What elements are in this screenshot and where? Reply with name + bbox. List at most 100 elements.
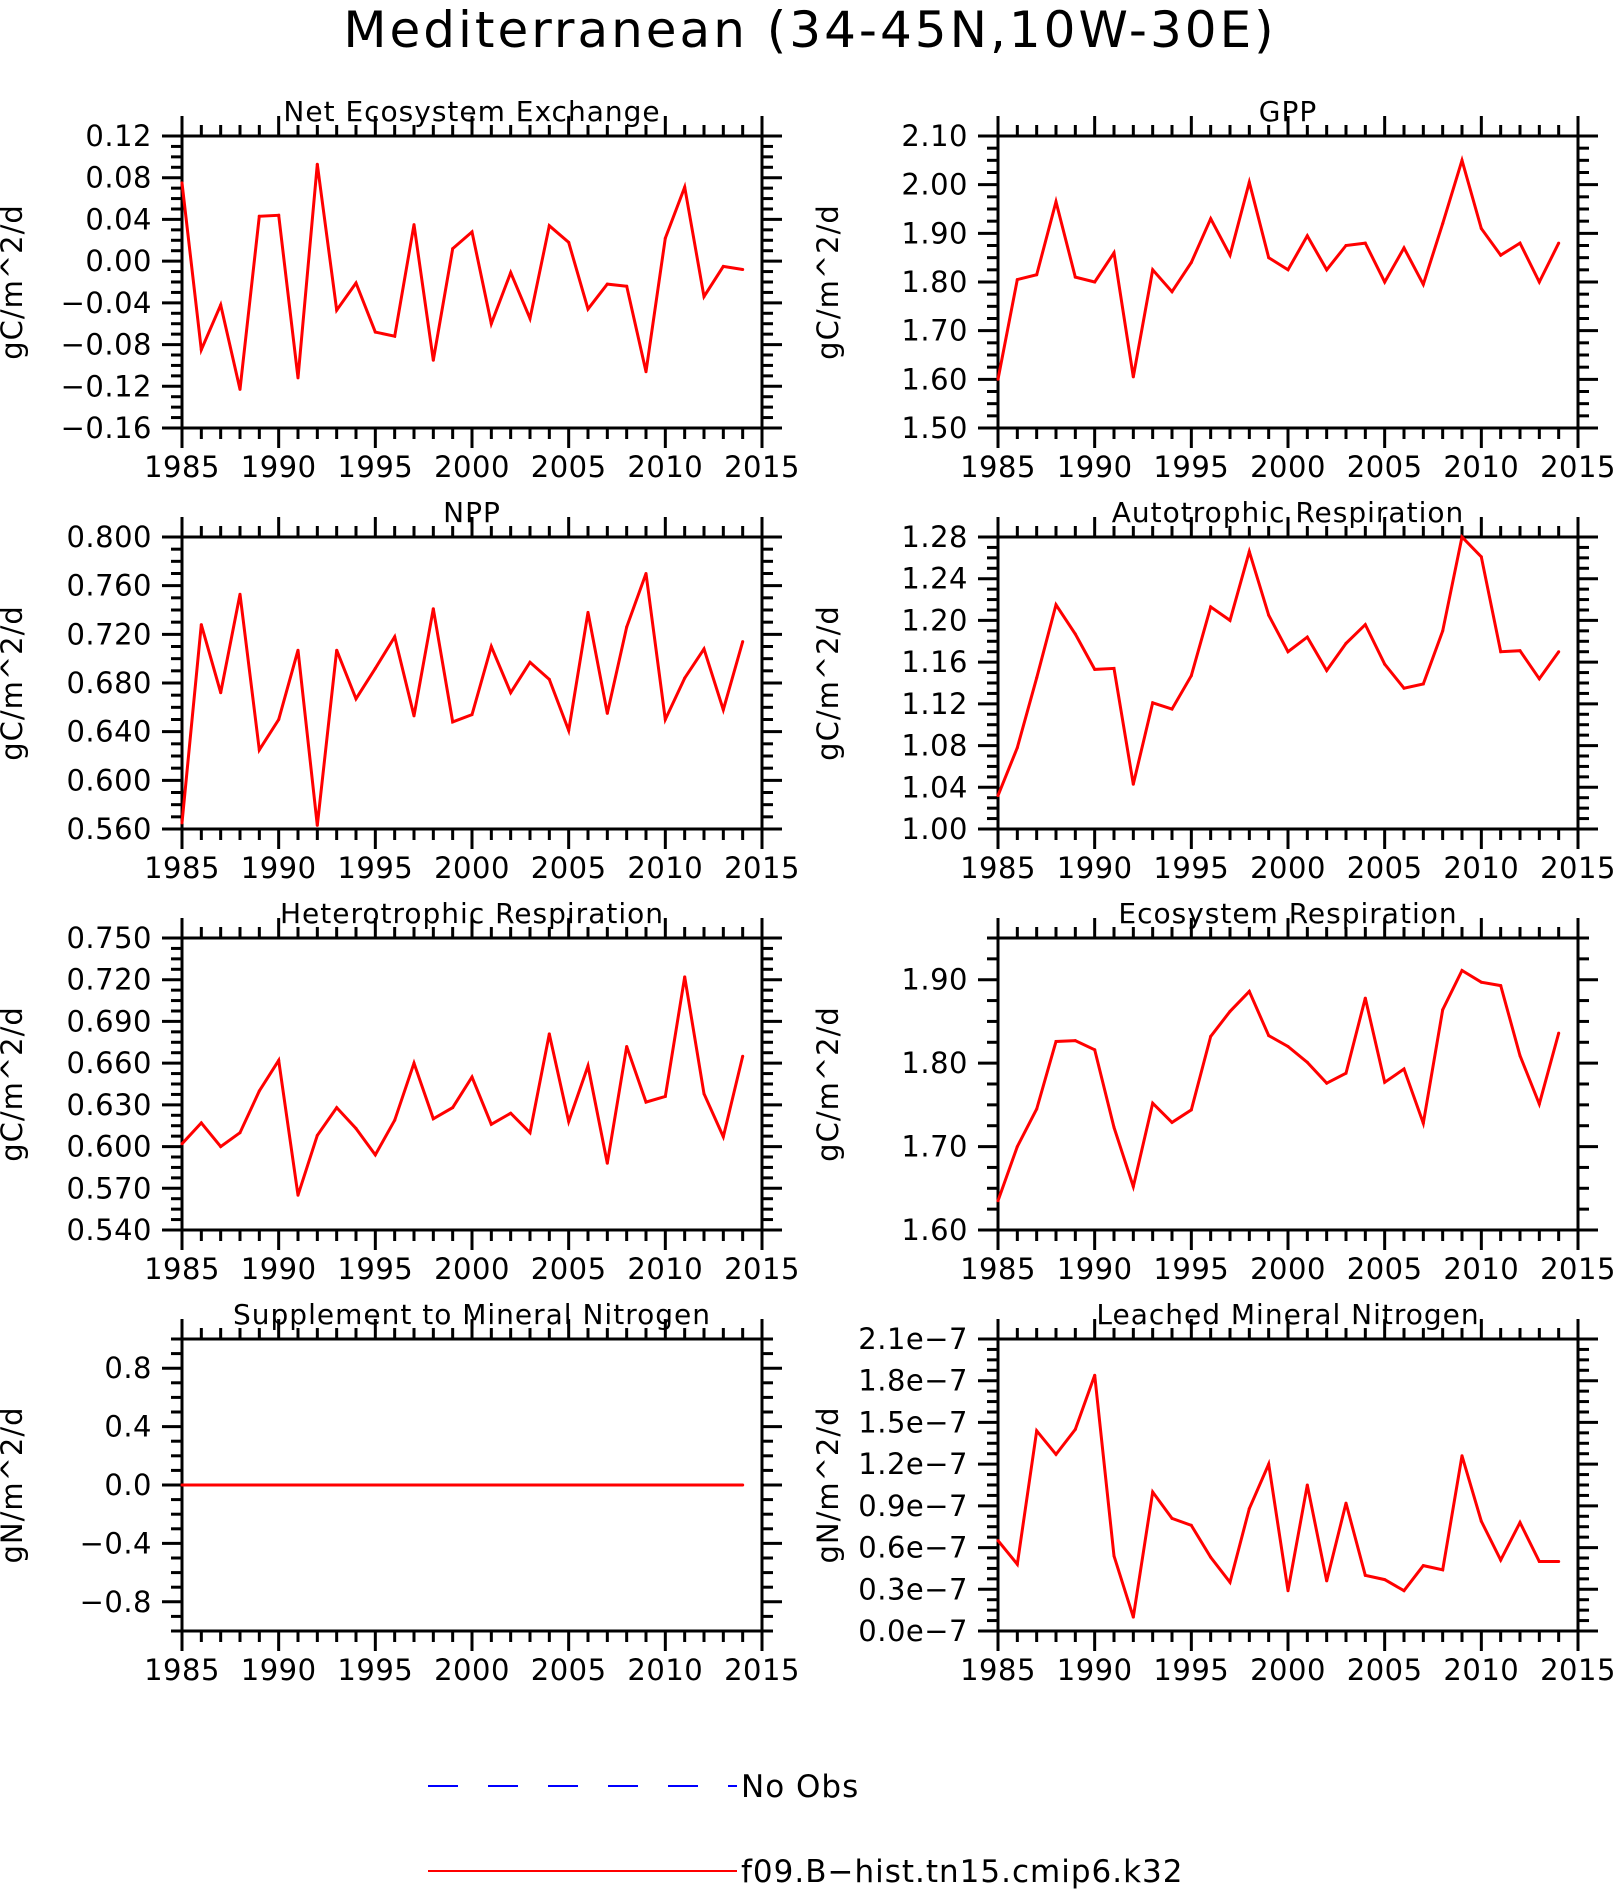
data-point	[1344, 1501, 1348, 1505]
x-tick-label: 1990	[1057, 450, 1133, 484]
data-point	[1228, 253, 1232, 257]
data-point	[683, 185, 687, 189]
data-point	[1093, 667, 1097, 671]
data-point	[315, 162, 319, 166]
data-point	[431, 358, 435, 362]
data-point	[1015, 1562, 1019, 1566]
data-point	[296, 376, 300, 380]
y-tick-label: 0.560	[66, 812, 152, 846]
data-point	[393, 1483, 397, 1487]
data-point	[412, 1061, 416, 1065]
data-point	[277, 1483, 281, 1487]
data-point	[238, 592, 242, 596]
data-point	[528, 1131, 532, 1135]
data-point	[489, 322, 493, 326]
data-point	[1537, 677, 1541, 681]
x-tick-label: 2015	[724, 1653, 800, 1687]
x-tick-label: 2015	[724, 851, 800, 885]
data-point	[1460, 1454, 1464, 1458]
x-tick-label: 1985	[144, 450, 220, 484]
y-tick-label: 1.8e−7	[858, 1364, 968, 1398]
y-tick-label: 1.70	[901, 314, 968, 348]
data-point	[741, 1054, 745, 1058]
x-tick-label: 2015	[1540, 851, 1616, 885]
data-point	[277, 718, 281, 721]
x-tick-label: 1990	[1057, 851, 1133, 885]
data-point	[238, 387, 242, 391]
data-point	[354, 281, 358, 285]
data-point	[1131, 1185, 1135, 1189]
x-tick-label: 2010	[1443, 450, 1519, 484]
x-tick-label: 2000	[1250, 851, 1326, 885]
data-point	[470, 713, 474, 717]
y-tick-label: 2.1e−7	[858, 1322, 968, 1356]
data-point	[354, 1127, 358, 1130]
x-tick-label: 1995	[337, 450, 413, 484]
data-point	[1228, 618, 1232, 622]
data-point	[1402, 686, 1406, 690]
data-point	[1093, 1373, 1097, 1377]
data-point	[315, 1133, 319, 1137]
y-tick-label: 1.60	[901, 1213, 968, 1247]
y-tick-label: 0.3e−7	[858, 1572, 968, 1606]
x-tick-label: 1995	[337, 851, 413, 885]
data-point	[1015, 1145, 1019, 1149]
y-tick-label: −0.16	[61, 411, 152, 445]
x-tick-label: 1985	[144, 1653, 220, 1687]
data-point	[605, 282, 609, 286]
data-point	[528, 660, 532, 664]
y-tick-label: 1.08	[901, 729, 968, 763]
data-point	[1383, 280, 1387, 284]
x-tick-label: 2015	[1540, 1653, 1616, 1687]
data-point	[1383, 1080, 1387, 1084]
data-point	[1209, 605, 1213, 609]
data-point	[489, 1483, 493, 1487]
data-point	[644, 1483, 648, 1487]
data-point	[1112, 1554, 1116, 1558]
data-point	[373, 1483, 377, 1487]
plot-frame	[180, 134, 764, 430]
x-tick-label: 1995	[1153, 851, 1229, 885]
y-tick-label: 0.540	[66, 1213, 152, 1247]
data-point	[1325, 669, 1329, 672]
data-point	[1305, 234, 1309, 238]
data-point	[683, 975, 687, 979]
data-point	[1363, 996, 1367, 1000]
y-tick-label: 0.6e−7	[858, 1531, 968, 1565]
data-point	[644, 1100, 648, 1104]
y-tick-label: 0.04	[85, 202, 152, 236]
x-tick-label: 2000	[1250, 1252, 1326, 1286]
data-point	[1054, 1040, 1058, 1043]
data-point	[1189, 1108, 1193, 1112]
data-point	[296, 1193, 300, 1197]
panel-supplement-to-mineral-nitrogen: Supplement to Mineral NitrogengN/m^2/d19…	[0, 1298, 800, 1687]
figure-title: Mediterranean (34-45N,10W-30E)	[343, 1, 1276, 59]
data-point	[335, 1106, 339, 1110]
data-point	[1228, 1580, 1232, 1584]
data-point	[1518, 1054, 1522, 1058]
data-point	[605, 1161, 609, 1165]
data-point	[721, 264, 725, 268]
data-point	[489, 645, 493, 648]
x-tick-label: 1995	[337, 1653, 413, 1687]
data-point	[1151, 1490, 1155, 1494]
data-point	[470, 1075, 474, 1079]
data-point	[431, 1117, 435, 1121]
data-point	[1305, 1060, 1309, 1064]
data-point	[625, 1483, 629, 1487]
data-point	[412, 1483, 416, 1487]
y-tick-label: −0.4	[80, 1526, 152, 1560]
plot-frame	[996, 535, 1580, 831]
x-tick-label: 1985	[960, 851, 1036, 885]
y-tick-label: 1.70	[901, 1130, 968, 1164]
data-point	[567, 240, 571, 244]
data-point	[257, 214, 261, 218]
data-point	[1557, 1031, 1561, 1035]
data-point	[1247, 989, 1251, 993]
data-point	[1035, 676, 1039, 680]
data-point	[1402, 1589, 1406, 1593]
data-point	[663, 236, 667, 240]
data-point	[470, 230, 474, 234]
data-point	[1383, 662, 1387, 666]
